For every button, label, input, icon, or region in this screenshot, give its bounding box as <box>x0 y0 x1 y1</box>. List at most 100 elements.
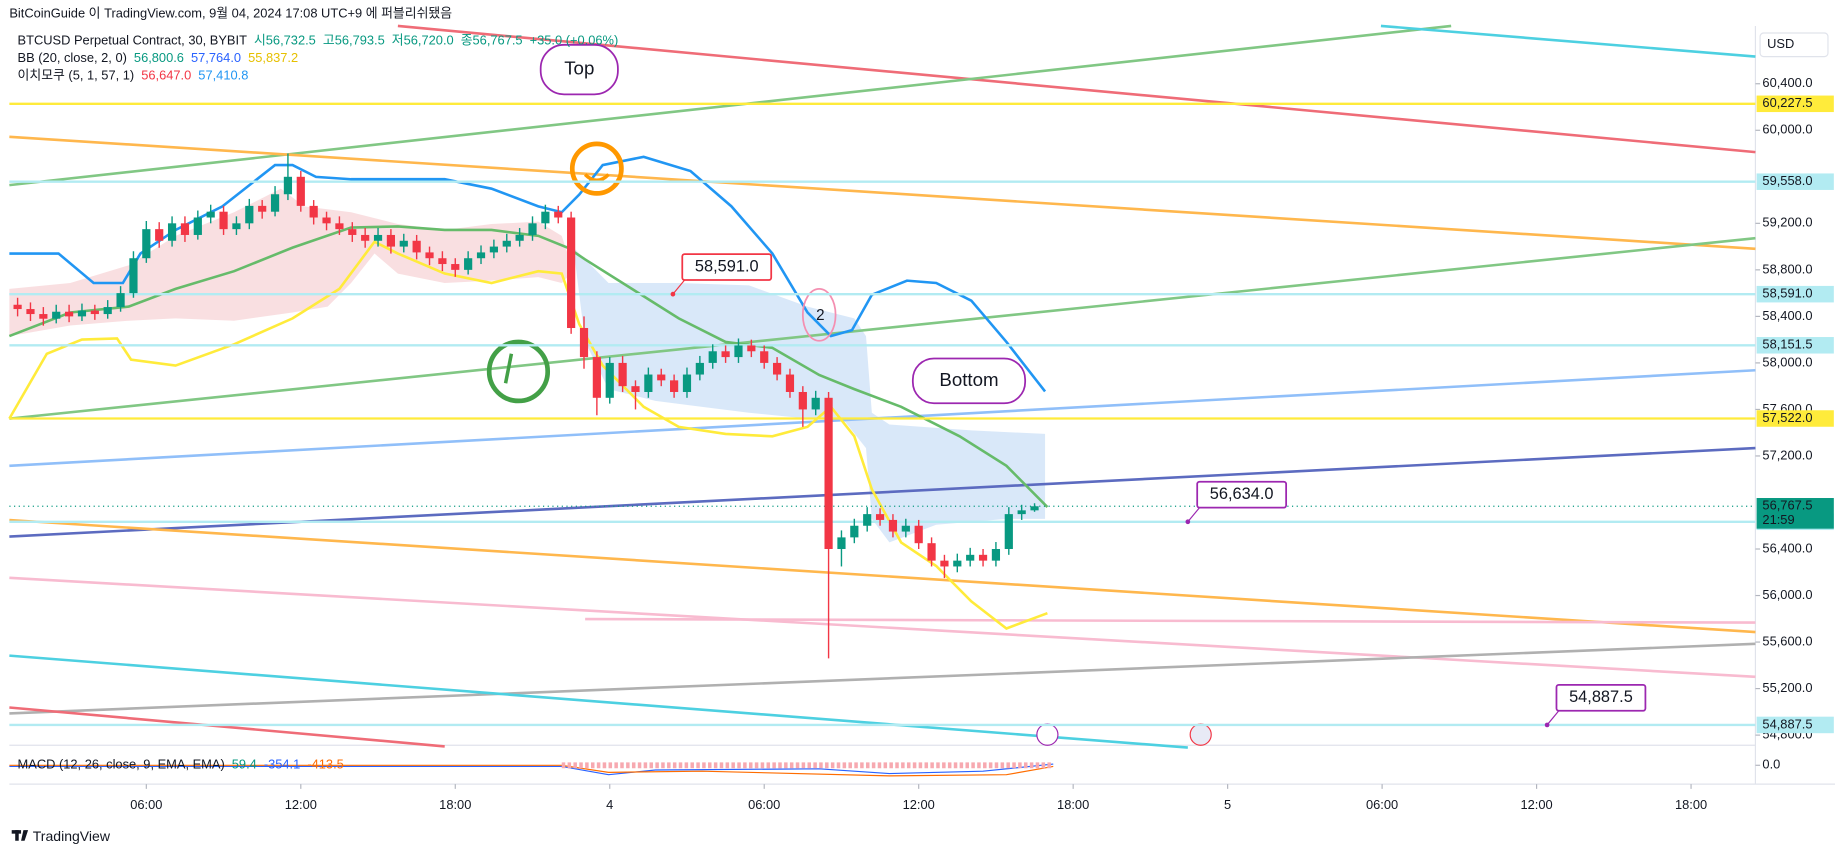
happy-mouth <box>583 173 610 183</box>
candle-body <box>708 351 717 363</box>
y-tick-label: 60,400.0 <box>1762 75 1812 90</box>
candle-body <box>875 514 885 520</box>
candle-body <box>39 314 48 319</box>
currency-box[interactable] <box>1759 32 1829 58</box>
candle-body <box>270 194 280 212</box>
candle-body <box>747 345 756 352</box>
candle-body <box>361 234 370 241</box>
candle-body <box>811 397 820 410</box>
currency[interactable]: USD <box>1767 36 1794 51</box>
candle-body <box>760 351 769 363</box>
y-tick-label: 56,400.0 <box>1762 540 1812 555</box>
candle-body <box>451 264 460 270</box>
published: BitCoinGuide 이 TradingView.com, 9월 04, 2… <box>9 6 452 21</box>
candle-body <box>232 223 241 230</box>
candle-body <box>1017 510 1026 515</box>
candle-body <box>991 549 1001 561</box>
bottom-bubble <box>911 357 1027 405</box>
candle-body <box>129 258 138 294</box>
y-tick-label: 60,000.0 <box>1762 122 1812 137</box>
candle-body <box>734 345 743 358</box>
candle-body <box>567 217 576 329</box>
x-tick-label: 4 <box>606 797 613 812</box>
candle-body <box>52 311 61 319</box>
y-tick-label: 58,800.0 <box>1762 261 1812 276</box>
candle-body <box>206 211 215 218</box>
candle-body <box>605 362 614 398</box>
candle-body <box>785 374 795 392</box>
candle-body <box>927 543 936 561</box>
sad-mark <box>503 353 514 384</box>
trendline <box>585 617 1756 624</box>
level-label: 59,558.0 <box>1762 173 1812 188</box>
bb-value: 56,800.6 <box>134 50 184 65</box>
candle-body <box>193 217 202 235</box>
candle-body <box>64 311 74 317</box>
trendline <box>9 236 1756 420</box>
level-tag <box>1756 716 1834 734</box>
callout-box <box>1196 480 1288 509</box>
candle-body <box>631 386 640 392</box>
candle-body <box>438 258 447 265</box>
candle-body <box>863 514 872 526</box>
event-icon <box>1036 723 1059 746</box>
x-tick-label: 12:00 <box>903 797 935 812</box>
x-tick-label: 18:00 <box>1057 797 1089 812</box>
candle-body <box>772 362 782 375</box>
level-label: 58,151.5 <box>1762 337 1812 352</box>
bb-row: BB (20, close, 2, 0) 56,800.6 57,764.0 55,8… <box>18 50 299 65</box>
last-price-tag <box>1756 498 1834 529</box>
trendline <box>9 518 1756 634</box>
sad-face <box>486 339 551 404</box>
macd-row: MACD (12, 26, close, 9, EMA, EMA) 59.4 -35… <box>18 757 344 772</box>
bb-value: 57,764.0 <box>191 50 241 65</box>
trendline <box>9 576 1756 679</box>
bb-label: BB (20, close, 2, 0) <box>18 50 127 65</box>
level-tag <box>1756 95 1834 113</box>
candle-body <box>245 205 254 224</box>
candle-body <box>103 307 112 315</box>
trendline <box>397 24 1756 154</box>
callout-stem <box>1187 507 1200 523</box>
footer-logo <box>11 830 29 841</box>
ohlc: 시56,732.5 <box>254 33 316 48</box>
level-label: 60,227.5 <box>1762 95 1812 110</box>
candle-body <box>476 252 486 259</box>
candle-body <box>464 258 473 270</box>
bb-value: 55,837.2 <box>248 50 298 65</box>
happy-face <box>569 141 624 196</box>
candle-body <box>258 205 267 212</box>
candle-body <box>592 357 601 398</box>
trendline <box>9 24 1452 187</box>
level-tag <box>1756 337 1834 354</box>
level-label: 57,522.0 <box>1762 410 1812 425</box>
candle-body <box>528 223 537 235</box>
y-tick-label: 56,000.0 <box>1762 587 1812 602</box>
candle-body <box>425 252 434 259</box>
callout-stem <box>1546 710 1560 726</box>
wave-circle <box>801 288 837 342</box>
candle-body <box>670 380 679 392</box>
ichimoku-row: 이치모쿠 (5, 1, 57, 1) 56,647.0 57,410.8 <box>18 68 249 83</box>
candle-body <box>695 362 704 375</box>
x-tick-label: 12:00 <box>1520 797 1552 812</box>
candle-body <box>348 229 357 235</box>
change: +35.0 (+0.06%) <box>530 33 619 48</box>
candle-body <box>309 205 318 218</box>
y-tick-label: 55,600.0 <box>1762 633 1812 648</box>
y-tick-label: 58,000.0 <box>1762 354 1812 369</box>
ichimoku-value: 56,647.0 <box>141 68 191 83</box>
candle-body <box>888 519 898 532</box>
candle-body <box>798 391 807 410</box>
annotation: Top <box>564 57 594 78</box>
callout-label: 54,887.5 <box>1569 688 1633 706</box>
candle-body <box>77 310 87 317</box>
y-tick-label: 59,200.0 <box>1762 215 1812 230</box>
annotation: Bottom <box>939 369 998 390</box>
candle-body <box>386 234 396 247</box>
candle-body <box>13 304 22 310</box>
candle-body <box>412 240 421 253</box>
candle-body <box>940 560 949 567</box>
candle-body <box>914 525 923 544</box>
